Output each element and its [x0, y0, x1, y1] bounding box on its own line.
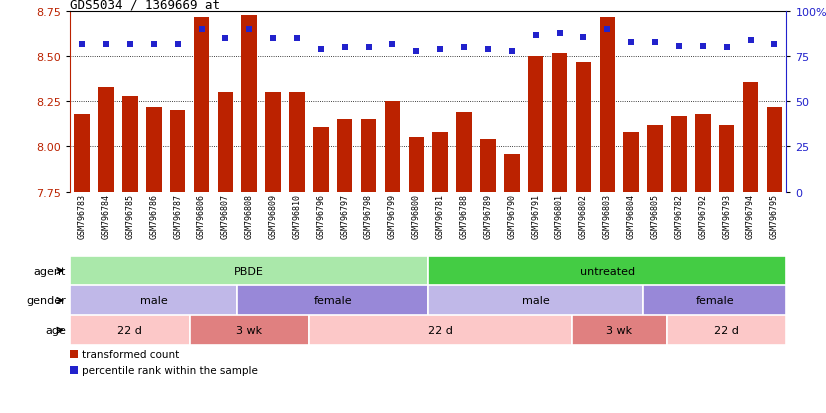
Text: 3 wk: 3 wk — [236, 325, 263, 335]
Text: GSM796808: GSM796808 — [244, 194, 254, 239]
Text: GSM796801: GSM796801 — [555, 194, 564, 239]
Bar — [576, 63, 591, 192]
Text: GSM796789: GSM796789 — [483, 194, 492, 239]
Bar — [194, 18, 209, 192]
Bar — [74, 115, 90, 192]
Bar — [667, 316, 786, 345]
Text: 22 d: 22 d — [714, 325, 739, 335]
Bar — [70, 316, 190, 345]
Bar — [528, 57, 544, 192]
Bar — [552, 54, 567, 192]
Bar — [217, 93, 233, 192]
Bar — [190, 316, 309, 345]
Text: GSM796800: GSM796800 — [412, 194, 420, 239]
Text: GSM796788: GSM796788 — [459, 194, 468, 239]
Text: GSM796807: GSM796807 — [221, 194, 230, 239]
Text: GSM796797: GSM796797 — [340, 194, 349, 239]
Text: GSM796786: GSM796786 — [150, 194, 159, 239]
Bar — [672, 116, 686, 192]
Bar — [309, 316, 572, 345]
Bar — [337, 120, 353, 192]
Bar — [170, 111, 185, 192]
Bar — [70, 256, 428, 286]
Bar — [643, 286, 786, 316]
Text: male: male — [522, 296, 549, 306]
Text: GSM796802: GSM796802 — [579, 194, 588, 239]
Bar — [265, 93, 281, 192]
Bar — [361, 120, 377, 192]
Bar — [572, 316, 667, 345]
Text: PBDE: PBDE — [235, 266, 264, 276]
Text: GSM796795: GSM796795 — [770, 194, 779, 239]
Bar — [743, 83, 758, 192]
Text: age: age — [45, 325, 66, 335]
Text: GSM796805: GSM796805 — [651, 194, 659, 239]
Bar — [122, 97, 138, 192]
Bar — [600, 18, 615, 192]
Text: agent: agent — [34, 266, 66, 276]
Bar — [70, 350, 78, 358]
Bar — [70, 366, 78, 374]
Bar — [70, 286, 237, 316]
Text: GSM796792: GSM796792 — [698, 194, 707, 239]
Bar — [767, 108, 782, 192]
Text: gender: gender — [26, 296, 66, 306]
Text: GSM796784: GSM796784 — [102, 194, 111, 239]
Text: GSM796804: GSM796804 — [627, 194, 636, 239]
Text: transformed count: transformed count — [82, 349, 179, 359]
Bar — [428, 286, 643, 316]
Text: GSM796783: GSM796783 — [78, 194, 87, 239]
Text: GSM796791: GSM796791 — [531, 194, 540, 239]
Text: GSM796809: GSM796809 — [268, 194, 278, 239]
Bar — [504, 154, 520, 192]
Text: female: female — [314, 296, 352, 306]
Text: GSM796790: GSM796790 — [507, 194, 516, 239]
Bar — [428, 256, 786, 286]
Text: male: male — [140, 296, 168, 306]
Bar — [313, 127, 329, 192]
Text: GSM796799: GSM796799 — [388, 194, 397, 239]
Bar — [624, 133, 639, 192]
Bar — [480, 140, 496, 192]
Text: GSM796787: GSM796787 — [173, 194, 182, 239]
Text: 22 d: 22 d — [117, 325, 142, 335]
Text: GSM796803: GSM796803 — [603, 194, 612, 239]
Bar — [409, 138, 424, 192]
Text: GSM796782: GSM796782 — [675, 194, 683, 239]
Bar — [146, 108, 162, 192]
Bar — [719, 126, 734, 192]
Text: GDS5034 / 1369669_at: GDS5034 / 1369669_at — [70, 0, 221, 11]
Text: GSM796798: GSM796798 — [364, 194, 373, 239]
Text: percentile rank within the sample: percentile rank within the sample — [82, 365, 258, 375]
Bar — [98, 88, 114, 192]
Text: female: female — [695, 296, 734, 306]
Text: untreated: untreated — [580, 266, 635, 276]
Text: GSM796796: GSM796796 — [316, 194, 325, 239]
Bar — [385, 102, 401, 192]
Text: GSM796810: GSM796810 — [292, 194, 301, 239]
Text: GSM796785: GSM796785 — [126, 194, 135, 239]
Text: 22 d: 22 d — [428, 325, 453, 335]
Bar — [241, 16, 257, 192]
Bar — [456, 113, 472, 192]
Text: 3 wk: 3 wk — [606, 325, 633, 335]
Bar — [695, 115, 710, 192]
Text: GSM796794: GSM796794 — [746, 194, 755, 239]
Bar — [433, 133, 448, 192]
Bar — [648, 126, 662, 192]
Bar — [237, 286, 428, 316]
Text: GSM796781: GSM796781 — [436, 194, 444, 239]
Bar — [289, 93, 305, 192]
Text: GSM796806: GSM796806 — [197, 194, 206, 239]
Text: GSM796793: GSM796793 — [722, 194, 731, 239]
